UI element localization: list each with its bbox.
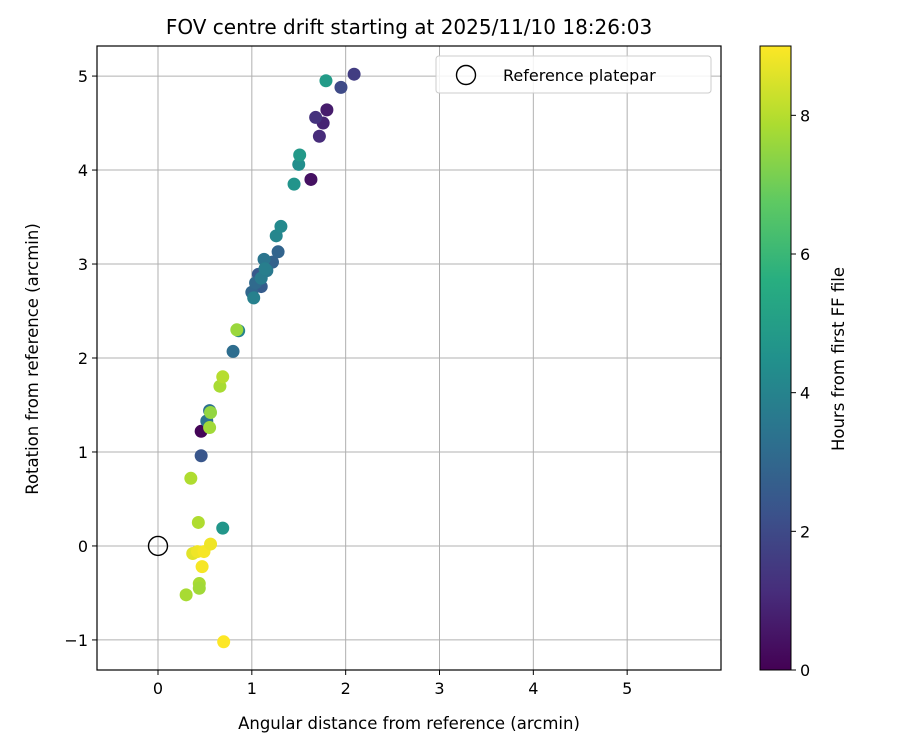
data-point — [226, 344, 240, 358]
data-point — [293, 148, 307, 162]
legend-box — [435, 55, 712, 94]
x-tick-label: 4 — [528, 679, 538, 698]
data-point — [179, 588, 193, 602]
colorbar-gradient — [759, 45, 792, 671]
x-tick-label: 1 — [247, 679, 257, 698]
data-point — [319, 74, 333, 88]
x-tick-label: 3 — [434, 679, 444, 698]
data-point — [320, 103, 334, 117]
colorbar-tick-label: 4 — [800, 384, 810, 403]
colorbar-tick-label: 0 — [800, 661, 810, 680]
x-tick-label: 2 — [341, 679, 351, 698]
data-point — [271, 245, 285, 259]
colorbar-tick-label: 2 — [800, 522, 810, 541]
data-point — [258, 262, 272, 276]
y-tick-label: 4 — [78, 161, 88, 180]
y-tick-label: −1 — [64, 631, 88, 650]
data-point — [194, 449, 208, 463]
y-axis-ticks: −1 0 1 2 3 4 5 — [64, 67, 97, 650]
legend-marker-icon — [455, 64, 477, 86]
x-axis-label: Angular distance from reference (arcmin) — [238, 714, 580, 733]
data-point — [195, 560, 209, 574]
data-point — [312, 129, 326, 143]
data-point — [216, 521, 230, 535]
data-point — [204, 406, 218, 420]
y-tick-label: 5 — [78, 67, 88, 86]
colorbar-label: Hours from first FF file — [829, 267, 848, 451]
data-point — [292, 157, 306, 171]
data-point — [204, 537, 218, 551]
y-tick-label: 3 — [78, 255, 88, 274]
data-point — [257, 252, 271, 266]
colorbar: 0 2 4 6 8 Hours from first FF file — [759, 45, 848, 680]
data-point — [287, 177, 301, 191]
legend: Reference platepar — [435, 55, 712, 94]
data-point — [334, 80, 348, 94]
grid — [97, 46, 721, 670]
legend-label: Reference platepar — [503, 66, 656, 85]
data-point — [347, 67, 361, 81]
data-points — [179, 67, 361, 649]
data-point — [309, 110, 323, 124]
data-point — [304, 172, 318, 186]
data-point — [274, 219, 288, 233]
data-point — [247, 291, 261, 305]
y-tick-label: 2 — [78, 349, 88, 368]
data-point — [203, 421, 217, 435]
y-axis-label: Rotation from reference (arcmin) — [23, 223, 42, 495]
colorbar-ticks: 0 2 4 6 8 — [791, 106, 810, 680]
data-point — [184, 471, 198, 485]
data-point — [192, 581, 206, 595]
y-tick-label: 1 — [78, 443, 88, 462]
data-point — [230, 323, 244, 337]
x-tick-label: 0 — [153, 679, 163, 698]
data-point — [216, 370, 230, 384]
chart-title: FOV centre drift starting at 2025/11/10 … — [166, 15, 652, 39]
x-axis-ticks: 0 1 2 3 4 5 — [153, 670, 632, 698]
x-tick-label: 5 — [622, 679, 632, 698]
reference-point-marker — [147, 535, 169, 557]
colorbar-tick-label: 6 — [800, 245, 810, 264]
colorbar-tick-label: 8 — [800, 106, 810, 125]
data-point — [217, 635, 231, 649]
data-point — [191, 515, 205, 529]
y-tick-label: 0 — [78, 537, 88, 556]
